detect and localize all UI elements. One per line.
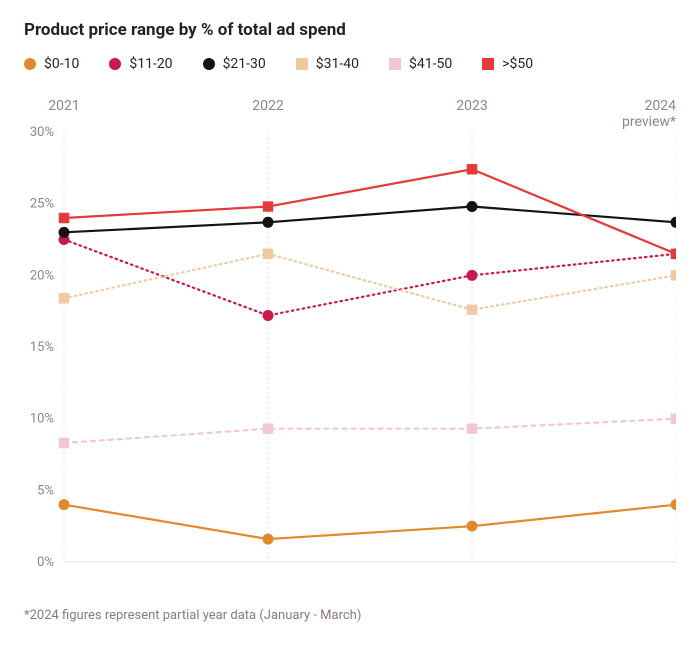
- footnote: *2024 figures represent partial year dat…: [24, 608, 676, 623]
- legend-swatch: [203, 58, 215, 70]
- svg-text:20%: 20%: [30, 268, 54, 283]
- svg-text:2022: 2022: [252, 98, 284, 114]
- chart-title: Product price range by % of total ad spe…: [24, 20, 676, 40]
- legend-swatch: [296, 58, 308, 70]
- legend-label: $11-20: [129, 56, 172, 72]
- svg-text:25%: 25%: [30, 197, 54, 212]
- legend-item: $0-10: [24, 56, 79, 72]
- legend-label: $31-40: [316, 56, 359, 72]
- legend-swatch: [24, 58, 36, 70]
- legend-swatch: [482, 58, 494, 70]
- legend-label: >$50: [502, 56, 533, 72]
- legend-item: >$50: [482, 56, 533, 72]
- svg-text:2023: 2023: [456, 98, 487, 114]
- legend-item: $11-20: [109, 56, 172, 72]
- svg-text:2021: 2021: [48, 98, 79, 114]
- legend-item: $41-50: [389, 56, 452, 72]
- svg-text:30%: 30%: [30, 125, 54, 140]
- legend-item: $31-40: [296, 56, 359, 72]
- legend-swatch: [109, 58, 121, 70]
- svg-text:0%: 0%: [37, 555, 54, 570]
- legend: $0-10 $11-20 $21-30 $31-40 $41-50 >$50: [24, 56, 676, 72]
- svg-text:10%: 10%: [30, 412, 54, 427]
- svg-text:5%: 5%: [37, 483, 54, 498]
- legend-label: $21-30: [223, 56, 266, 72]
- chart-container: Product price range by % of total ad spe…: [0, 0, 700, 646]
- svg-text:15%: 15%: [30, 340, 54, 355]
- legend-swatch: [389, 58, 401, 70]
- plot-area: 2021 2022 2023 2024preview* 0% 5% 10% 15% 20% 25%…: [24, 92, 676, 596]
- legend-label: $41-50: [409, 56, 452, 72]
- legend-label: $0-10: [44, 56, 79, 72]
- legend-item: $21-30: [203, 56, 266, 72]
- line-chart: 2021 2022 2023 2024preview* 0% 5% 10% 15% 20% 25%…: [24, 92, 676, 592]
- svg-text:preview*: preview*: [622, 114, 676, 130]
- svg-text:2024: 2024: [645, 98, 676, 114]
